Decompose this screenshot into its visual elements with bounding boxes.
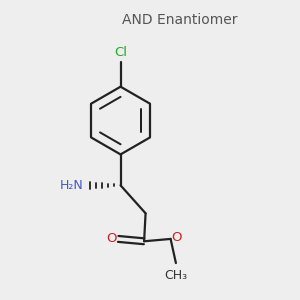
Text: Cl: Cl xyxy=(114,46,127,59)
Text: CH₃: CH₃ xyxy=(164,269,188,282)
Text: O: O xyxy=(106,232,117,245)
Text: AND Enantiomer: AND Enantiomer xyxy=(122,13,237,27)
Text: O: O xyxy=(171,231,182,244)
Text: H₂N: H₂N xyxy=(59,179,83,192)
